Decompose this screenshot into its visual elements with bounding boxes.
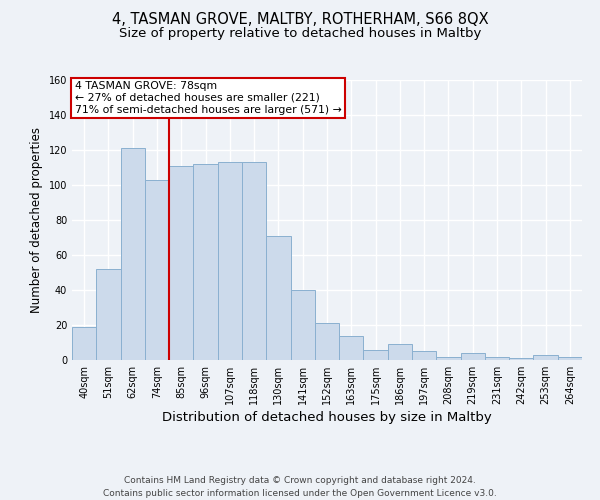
- Text: 4, TASMAN GROVE, MALTBY, ROTHERHAM, S66 8QX: 4, TASMAN GROVE, MALTBY, ROTHERHAM, S66 …: [112, 12, 488, 28]
- Y-axis label: Number of detached properties: Number of detached properties: [30, 127, 43, 313]
- Bar: [96, 269, 121, 360]
- Bar: [193, 164, 218, 360]
- Bar: [533, 355, 558, 360]
- Bar: [509, 358, 533, 360]
- Bar: [558, 356, 582, 360]
- Bar: [290, 290, 315, 360]
- Bar: [412, 351, 436, 360]
- Bar: [145, 180, 169, 360]
- Bar: [266, 236, 290, 360]
- Bar: [315, 324, 339, 360]
- Bar: [461, 353, 485, 360]
- Bar: [485, 356, 509, 360]
- Bar: [364, 350, 388, 360]
- Bar: [339, 336, 364, 360]
- Bar: [169, 166, 193, 360]
- Text: Contains HM Land Registry data © Crown copyright and database right 2024.
Contai: Contains HM Land Registry data © Crown c…: [103, 476, 497, 498]
- Bar: [72, 327, 96, 360]
- Bar: [388, 344, 412, 360]
- Bar: [242, 162, 266, 360]
- Bar: [218, 162, 242, 360]
- Text: 4 TASMAN GROVE: 78sqm
← 27% of detached houses are smaller (221)
71% of semi-det: 4 TASMAN GROVE: 78sqm ← 27% of detached …: [74, 82, 341, 114]
- Bar: [436, 356, 461, 360]
- Text: Size of property relative to detached houses in Maltby: Size of property relative to detached ho…: [119, 28, 481, 40]
- Bar: [121, 148, 145, 360]
- X-axis label: Distribution of detached houses by size in Maltby: Distribution of detached houses by size …: [162, 411, 492, 424]
